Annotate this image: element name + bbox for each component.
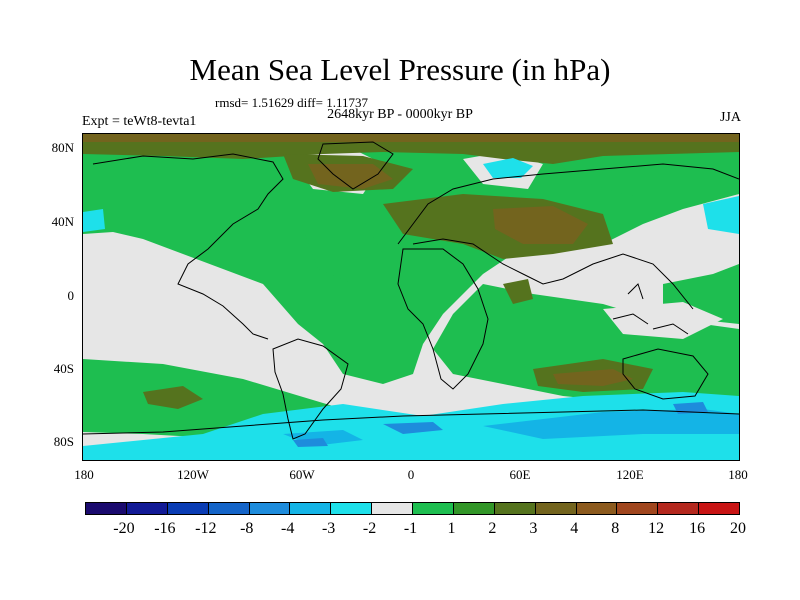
colorbar-label: 4 [570,520,579,537]
anomaly-deep-blue-regions [293,402,708,447]
plot-title: Mean Sea Level Pressure (in hPa) [189,52,611,87]
colorbar-swatch [658,503,700,514]
colorbar-label: 3 [529,520,538,537]
colorbar-swatch [249,503,291,514]
colorbar-swatch [576,503,618,514]
colorbar-swatch [126,503,168,514]
lat-label-40n: 40N [51,214,74,229]
period-label: 2648kyr BP - 0000kyr BP [327,107,473,122]
colorbar-label: -3 [321,520,336,537]
colorbar-label: 2 [488,520,497,537]
colorbar-label: -4 [281,520,295,537]
colorbar-swatch [208,503,250,514]
colorbar-label: -20 [113,520,135,537]
lon-label-180w: 180 [74,467,94,482]
colorbar-label: 12 [648,520,665,537]
lat-label-eq: 0 [67,288,75,303]
lat-label-80n: 80N [51,140,74,155]
colorbar-swatch [290,503,332,514]
colorbar-swatch [413,503,454,514]
colorbar-swatch [331,503,373,514]
colorbar-swatch [535,503,577,514]
lon-label-120e: 120E [616,467,644,482]
colorbar-label: -2 [362,520,377,537]
map-field [83,134,739,460]
colorbar-swatch [453,503,495,514]
experiment-label: Expt = teWt8-tevta1 [82,114,197,129]
stats-line: rmsd= 1.51629 diff= 1.11737 [215,95,368,110]
lat-label-40s: 40S [53,361,74,376]
colorbar-swatch [372,503,413,514]
season-label: JJA [719,110,741,125]
map-panel [82,133,740,461]
colorbar-label: 8 [611,520,620,537]
colorbar-swatch [167,503,209,514]
colorbar-label: 1 [447,520,456,537]
colorbar-label: 20 [730,520,746,537]
lon-label-60e: 60E [509,467,531,482]
coastlines [83,141,739,440]
lon-label-60w: 60W [289,467,315,482]
anomaly-brown-regions [83,134,739,386]
colorbar-swatch [494,503,536,514]
colorbar-label: -16 [154,520,176,537]
colorbar-label: 16 [689,520,706,537]
colorbar [85,502,740,515]
lon-label-0: 0 [407,467,415,482]
lon-label-180e: 180 [728,467,748,482]
lat-label-80s: 80S [53,434,74,449]
colorbar-swatch [86,503,127,514]
colorbar-swatch [699,503,739,514]
colorbar-label: -1 [403,520,418,537]
colorbar-label: -12 [195,520,217,537]
lon-label-120w: 120W [177,467,209,482]
colorbar-swatch [617,503,659,514]
colorbar-label: -8 [240,520,254,537]
